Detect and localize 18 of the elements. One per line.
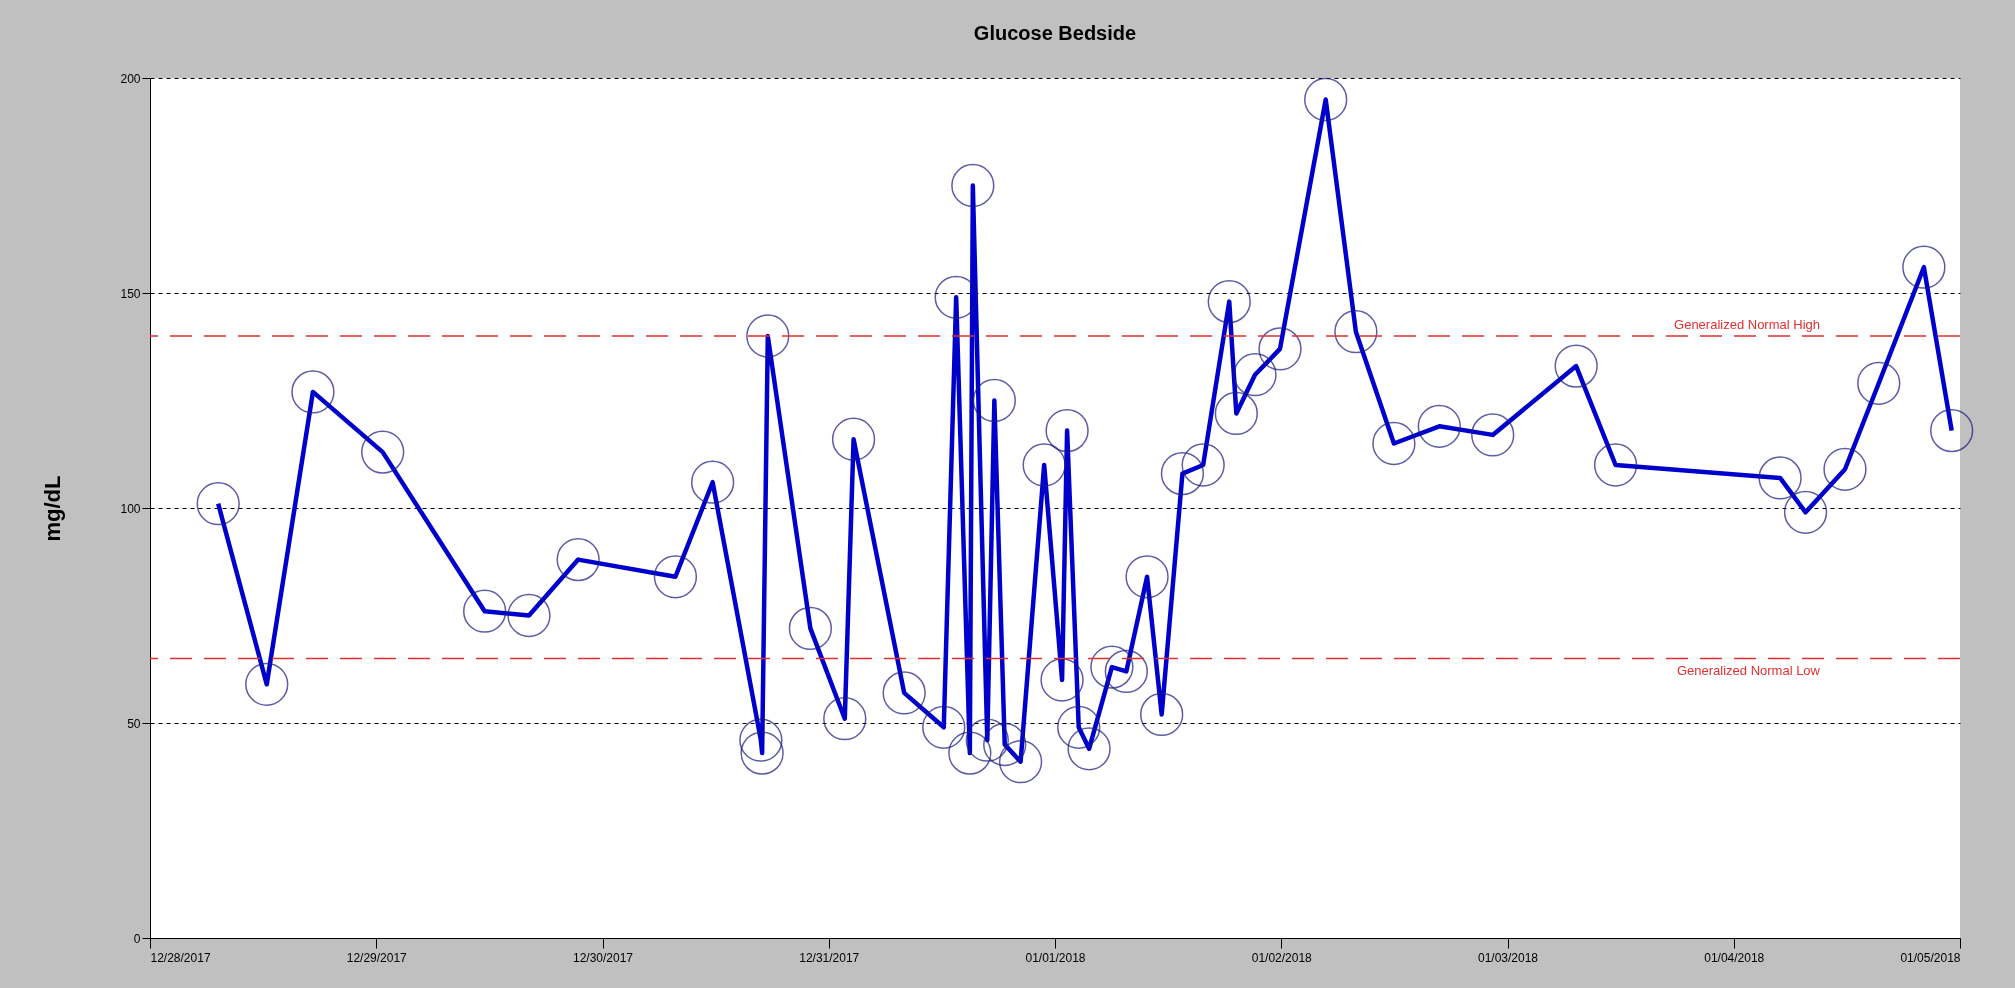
y-tick-label: 100 <box>120 501 141 516</box>
y-axis-title: mg/dL <box>40 475 66 542</box>
x-tick-label: 01/01/2018 <box>1025 950 1086 965</box>
x-tick-label: 01/02/2018 <box>1251 950 1313 965</box>
x-tick-label: 12/31/2017 <box>799 950 860 965</box>
ref-line-label: Generalized Normal High <box>1674 317 1820 332</box>
x-tick-label: 12/28/2017 <box>150 950 211 965</box>
x-tick-label: 12/29/2017 <box>346 950 408 965</box>
chart-title: Glucose Bedside <box>973 22 1137 44</box>
y-tick-label: 0 <box>133 931 141 946</box>
x-tick-label: 01/04/2018 <box>1704 950 1765 965</box>
x-tick-label: 01/03/2018 <box>1477 950 1539 965</box>
y-tick-label: 50 <box>127 716 141 731</box>
ref-line-label: Generalized Normal Low <box>1676 662 1821 678</box>
x-tick-label: 12/30/2017 <box>572 950 634 965</box>
y-tick-label: 150 <box>120 286 141 301</box>
y-tick-label: 200 <box>120 71 141 86</box>
x-tick-label: 01/05/2018 <box>1900 950 1961 965</box>
